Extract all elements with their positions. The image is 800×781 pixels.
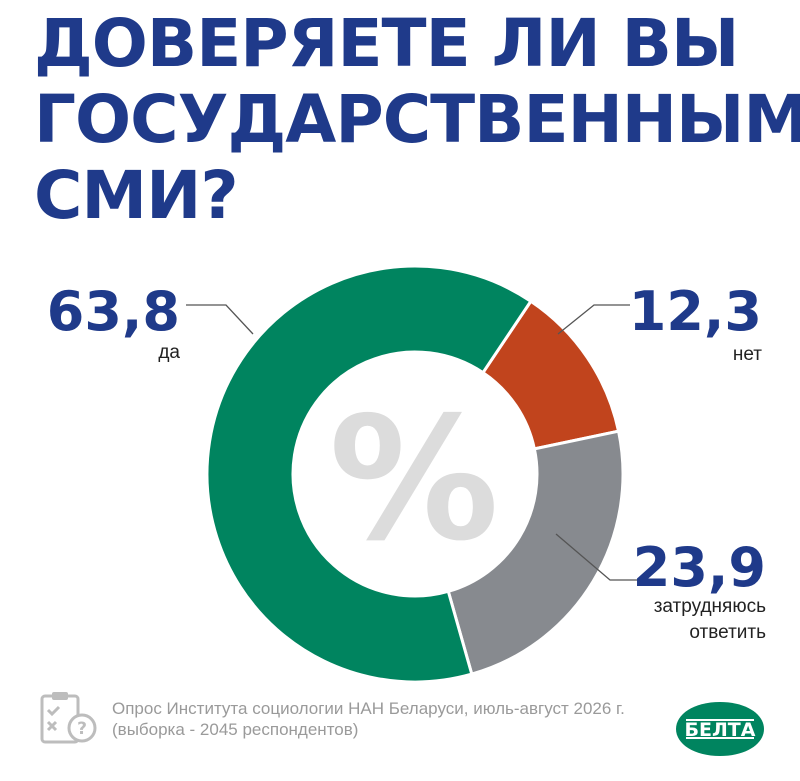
chart-title: ДОВЕРЯЕТЕ ЛИ ВЫ ГОСУДАРСТВЕННЫМ СМИ? (34, 6, 800, 234)
value-label-da: 63,8 (47, 280, 180, 343)
leader-line-da (186, 304, 254, 335)
percent-icon: % (329, 381, 499, 579)
value-label-net: 12,3 (629, 280, 762, 343)
clipboard-checklist-icon: ? (40, 692, 97, 744)
footer-line-1: Опрос Института социологии НАН Беларуси,… (112, 699, 625, 718)
caption-hard-line-1: затрудняюсь (654, 596, 766, 617)
belta-logo: БЕЛТА (676, 702, 764, 756)
footer-line-2: (выборка - 2045 респондентов) (112, 720, 359, 739)
caption-hard-line-2: ответить (689, 622, 766, 643)
caption-net: нет (733, 344, 762, 365)
donut-slices (205, 264, 625, 684)
slice-da (205, 264, 533, 684)
caption-da: да (158, 342, 180, 363)
title-line-3: СМИ? (34, 157, 239, 234)
logo-text: БЕЛТА (685, 719, 756, 741)
value-label-hard: 23,9 (633, 536, 766, 599)
leader-line-net (557, 304, 630, 335)
title-line-1: ДОВЕРЯЕТЕ ЛИ ВЫ (34, 5, 739, 82)
leader-line-hard (555, 533, 646, 581)
title-line-2: ГОСУДАРСТВЕННЫМ (34, 81, 800, 158)
svg-text:?: ? (77, 719, 87, 739)
slice-hard (446, 429, 625, 676)
survey-source-note: Опрос Института социологии НАН Беларуси,… (112, 698, 625, 740)
